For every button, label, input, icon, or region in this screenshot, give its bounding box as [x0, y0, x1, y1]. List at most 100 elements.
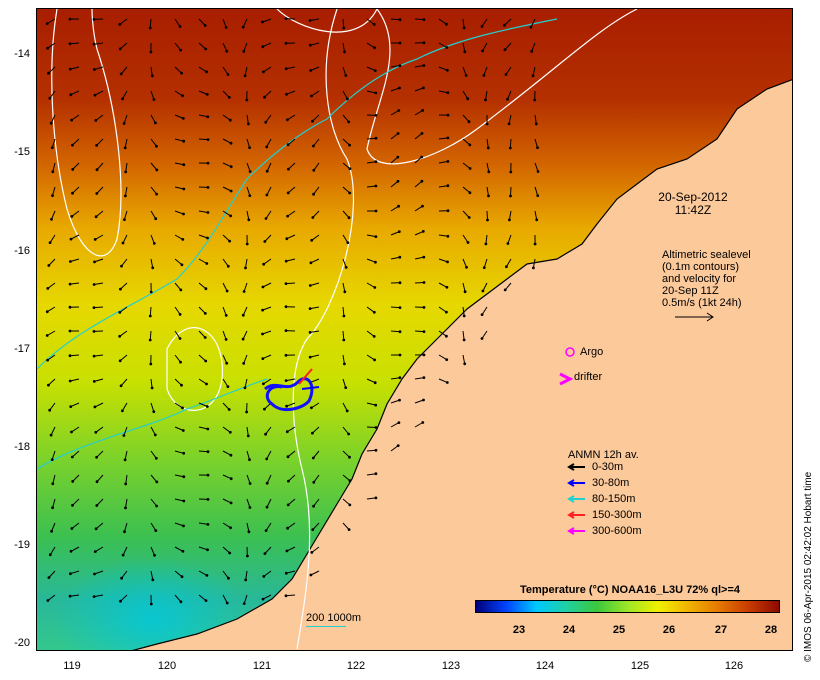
velocity-vector-head	[265, 193, 269, 197]
velocity-vector-head	[227, 576, 230, 580]
velocity-vector	[94, 66, 104, 70]
velocity-vector	[124, 138, 128, 148]
velocity-vector	[266, 498, 272, 508]
velocity-vector-head	[308, 284, 312, 287]
velocity-vector-head	[264, 529, 268, 532]
velocity-vector	[342, 210, 350, 219]
velocity-vector	[150, 378, 153, 388]
velocity-vector-head	[312, 192, 315, 196]
velocity-vector-head	[69, 260, 72, 263]
velocity-vector-head	[243, 74, 247, 78]
velocity-vector-head	[45, 22, 49, 25]
velocity-vector-head	[48, 408, 52, 412]
velocity-vector-head	[285, 92, 288, 96]
velocity-vector	[483, 66, 488, 76]
velocity-vector	[481, 306, 488, 315]
x-tick-label: 121	[252, 660, 272, 672]
velocity-vector-head	[228, 239, 232, 243]
velocity-vector	[246, 450, 250, 460]
velocity-vector	[342, 186, 351, 194]
velocity-vector	[509, 138, 512, 149]
velocity-vector	[287, 498, 296, 506]
velocity-vector-head	[467, 216, 471, 219]
velocity-vector	[486, 138, 489, 148]
velocity-vector	[70, 66, 80, 70]
velocity-vector	[366, 185, 376, 188]
sst-map[interactable]	[36, 8, 793, 651]
x-tick-label: 124	[535, 660, 555, 672]
velocity-vector-head	[263, 407, 266, 411]
velocity-vector	[96, 474, 104, 483]
velocity-vector	[222, 90, 230, 98]
velocity-vector-head	[68, 354, 72, 358]
velocity-vector	[390, 231, 400, 236]
velocity-vector-head	[95, 455, 98, 459]
velocity-vector	[342, 402, 348, 412]
velocity-vector	[342, 162, 351, 170]
velocity-vector	[119, 306, 128, 313]
velocity-vector-head	[396, 132, 400, 135]
velocity-vector-head	[155, 168, 159, 172]
velocity-vector	[94, 594, 104, 598]
velocity-vector	[530, 18, 536, 28]
velocity-vector-head	[265, 145, 269, 149]
velocity-vector-head	[245, 242, 249, 246]
velocity-vector	[150, 234, 155, 244]
velocity-vector-head	[372, 23, 376, 26]
velocity-vector-head	[262, 382, 265, 386]
velocity-vector	[263, 258, 272, 265]
map-canvas	[37, 9, 792, 650]
velocity-vector-head	[344, 266, 348, 269]
velocity-vector	[366, 354, 375, 361]
colorbar-title: Temperature (°C) NOAA16_L3U 72% ql>=4	[520, 584, 740, 596]
velocity-vector-head	[374, 184, 378, 188]
velocity-vector-head	[51, 170, 55, 174]
velocity-vector-head	[123, 146, 127, 150]
velocity-vector-head	[69, 405, 73, 408]
velocity-vector-head	[118, 23, 122, 26]
velocity-vector-head	[344, 74, 348, 77]
velocity-vector-head	[348, 167, 352, 171]
velocity-vector	[122, 234, 128, 244]
velocity-vector-head	[152, 242, 156, 245]
velocity-vector-head	[205, 262, 209, 265]
velocity-vector-head	[396, 155, 400, 159]
velocity-vector-head	[47, 264, 51, 267]
anmn-legend-150-300m: 150-300m	[592, 509, 642, 521]
velocity-vector	[310, 306, 320, 310]
isobath-scale-label: 200 1000m	[306, 612, 362, 624]
velocity-vector-head	[397, 109, 401, 112]
velocity-vector	[96, 498, 104, 506]
velocity-vector	[414, 87, 424, 92]
velocity-vector-head	[205, 382, 208, 386]
velocity-vector-head	[263, 95, 266, 99]
velocity-vector-head	[225, 601, 229, 605]
velocity-vector	[508, 210, 512, 220]
velocity-vector-head	[508, 218, 511, 222]
velocity-vector-head	[284, 329, 288, 332]
velocity-vector-head	[446, 184, 450, 188]
velocity-vector-head	[284, 379, 288, 382]
velocity-vector	[70, 402, 80, 408]
velocity-vector	[438, 90, 448, 94]
velocity-vector-head	[227, 96, 231, 99]
velocity-vector-head	[206, 473, 210, 477]
velocity-vector-head	[93, 93, 97, 97]
velocity-vector	[366, 90, 376, 94]
velocity-vector-head	[151, 266, 155, 270]
x-tick-label: 125	[630, 660, 650, 672]
velocity-vector-head	[373, 286, 377, 289]
velocity-vector	[313, 474, 320, 483]
velocity-vector-head	[244, 578, 248, 582]
velocity-vector	[150, 90, 155, 100]
velocity-vector-head	[46, 358, 49, 362]
velocity-vector	[174, 138, 184, 142]
velocity-vector	[390, 205, 399, 212]
velocity-vector-head	[446, 91, 450, 95]
velocity-vector	[50, 114, 56, 124]
velocity-vector-head	[229, 501, 233, 505]
velocity-vector-head	[203, 312, 207, 315]
velocity-vector	[438, 234, 448, 237]
velocity-vector-head	[507, 122, 511, 126]
velocity-vector-head	[261, 20, 264, 24]
